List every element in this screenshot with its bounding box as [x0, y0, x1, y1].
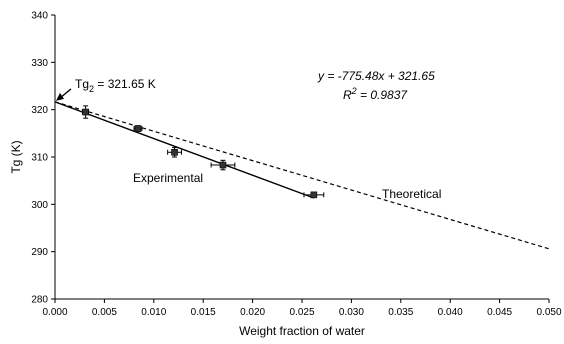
x-tick-label: 0.000 [42, 307, 67, 318]
tg2-annotation: Tg2 = 321.65 K [75, 77, 156, 94]
y-ticks: 280 290 300 310 320 330 340 [31, 11, 55, 306]
x-tick-label: 0.010 [141, 307, 166, 318]
tg2-subscript: 2 [89, 84, 94, 94]
r2-superscript: 2 [351, 86, 357, 96]
data-point-marker [219, 161, 227, 169]
x-tick-label: 0.020 [240, 307, 265, 318]
y-axis-title: Tg (K) [9, 140, 23, 173]
x-ticks: 0.000 0.005 0.010 0.015 0.020 0.025 0.030 0.035… [42, 299, 562, 318]
tg2-suffix: = 321.65 K [94, 77, 156, 91]
r2-suffix: = 0.9837 [357, 88, 409, 102]
x-tick-label: 0.015 [191, 307, 216, 318]
x-tick-label: 0.005 [92, 307, 117, 318]
fit-equation: y = -775.48x + 321.65 [317, 69, 435, 83]
y-tick-label: 340 [31, 11, 48, 22]
experimental-fit-line [54, 101, 315, 199]
theoretical-label: Theoretical [382, 187, 441, 201]
r2-prefix: R [343, 88, 352, 102]
y-tick-label: 320 [31, 105, 48, 116]
y-tick-label: 310 [31, 153, 48, 164]
data-point-marker [171, 148, 178, 156]
data-point-marker [310, 191, 318, 199]
x-tick-label: 0.035 [388, 307, 413, 318]
x-axis-title: Weight fraction of water [239, 324, 365, 338]
theoretical-line [54, 101, 550, 250]
y-tick-label: 280 [31, 295, 48, 306]
x-tick-label: 0.050 [536, 307, 561, 318]
x-tick-label: 0.045 [487, 307, 512, 318]
data-point-marker [82, 108, 89, 116]
data-point-marker [134, 125, 142, 132]
series-lines [54, 101, 550, 250]
y-tick-label: 290 [31, 247, 48, 258]
y-tick-label: 330 [31, 58, 48, 69]
x-tick-label: 0.030 [339, 307, 364, 318]
series-points [82, 105, 325, 199]
experimental-label: Experimental [133, 171, 203, 185]
x-tick-label: 0.040 [438, 307, 463, 318]
plot-area [54, 15, 549, 300]
tg2-prefix: Tg [75, 77, 89, 91]
y-tick-label: 300 [31, 200, 48, 211]
fit-r-squared: R2 = 0.9837 [343, 86, 408, 102]
x-tick-label: 0.025 [289, 307, 314, 318]
tg2-arrowhead [56, 92, 64, 101]
